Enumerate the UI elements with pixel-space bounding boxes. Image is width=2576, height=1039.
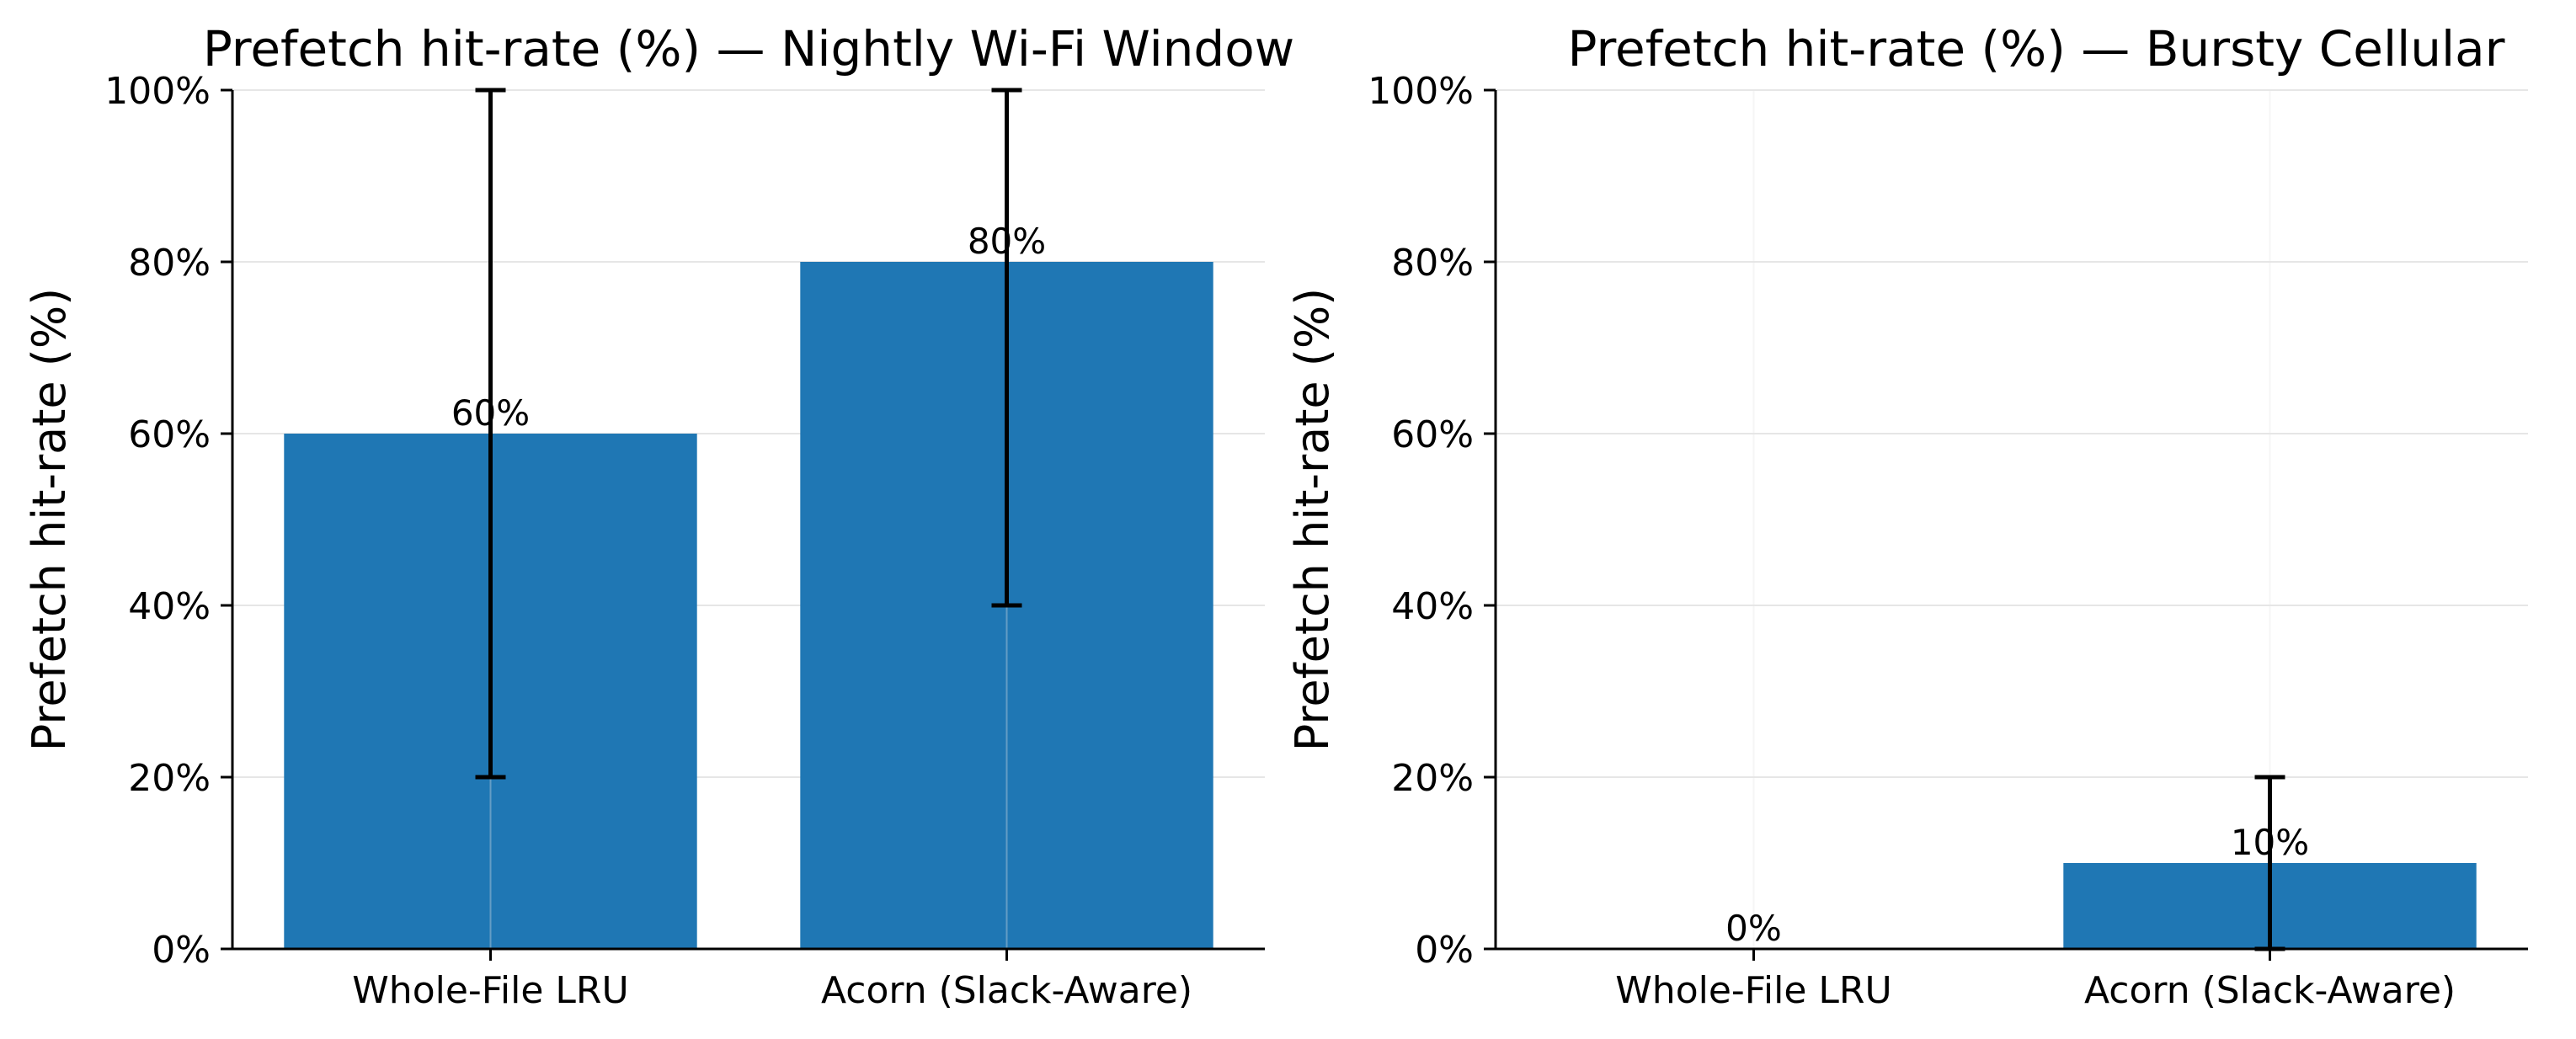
y-tick-label: 60% [1391,413,1474,456]
x-tick-label: Whole-File LRU [1615,969,1891,1012]
data-label: 80% [968,221,1046,262]
data-label: 10% [2231,822,2309,863]
data-label: 60% [451,392,530,434]
x-tick-label: Acorn (Slack-Aware) [821,969,1192,1012]
x-tick-label: Acorn (Slack-Aware) [2084,969,2456,1012]
y-tick-label: 20% [1391,757,1474,800]
y-axis-label: Prefetch hit-rate (%) [23,288,76,752]
label-layer: 0% 20% 40% 60% 80% 100% Whole-File LRU Acorn (S… [104,70,1192,1012]
chart-panel-cellular: 0% 20% 40% 60% 80% 100% Whole-File LRU Acorn (S… [1286,20,2528,1012]
y-tick-label: 0% [152,929,211,972]
label-layer: 0% 20% 40% 60% 80% 100% Whole-File LRU Acorn (S… [1368,70,2456,1012]
y-tick-label: 100% [104,70,211,113]
y-axis-label: Prefetch hit-rate (%) [1286,288,1339,752]
chart-title: Prefetch hit-rate (%) — Nightly Wi-Fi Wi… [203,20,1294,77]
bar-layer [284,90,1213,949]
axes-layer [221,88,1265,961]
y-tick-label: 40% [128,585,211,628]
y-tick-label: 20% [128,757,211,800]
chart-title: Prefetch hit-rate (%) — Bursty Cellular [1568,20,2505,77]
bar-layer [1752,90,2477,949]
grid-layer [1496,89,2528,778]
y-tick-label: 100% [1368,70,1474,113]
y-tick-label: 80% [128,242,211,285]
y-tick-label: 0% [1415,929,1474,972]
chart-panel-wifi: 0% 20% 40% 60% 80% 100% Whole-File LRU Acorn (S… [23,20,1294,1012]
y-tick-label: 60% [128,413,211,456]
axes-layer [1484,88,2528,961]
data-label: 0% [1725,908,1782,949]
errorbar-layer [475,88,1022,780]
y-tick-label: 40% [1391,585,1474,628]
x-tick-label: Whole-File LRU [352,969,628,1012]
y-tick-label: 80% [1391,242,1474,285]
